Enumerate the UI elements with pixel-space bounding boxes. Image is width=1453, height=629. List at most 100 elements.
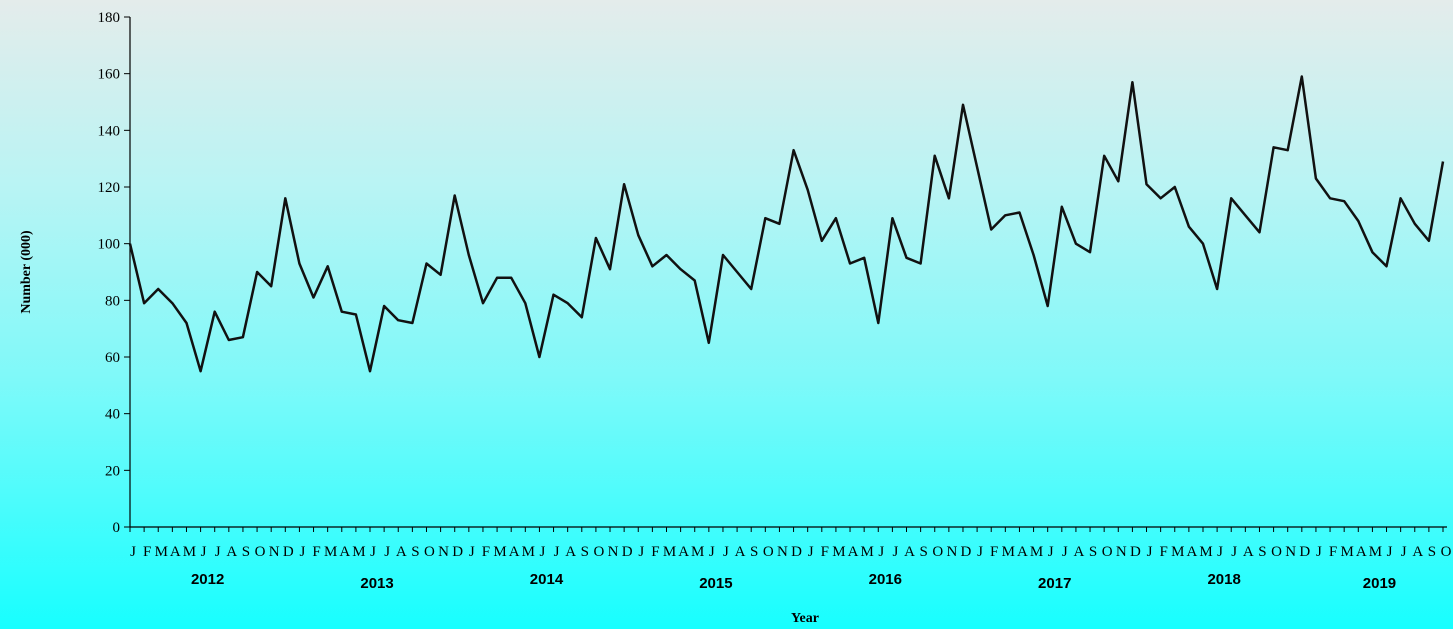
x-tick-label: N <box>608 544 619 560</box>
x-tick-label: N <box>1116 544 1127 560</box>
x-tick-label: O <box>932 544 943 560</box>
x-tick-label: J <box>215 544 221 560</box>
x-tick-label: S <box>411 544 419 560</box>
x-tick-label: J <box>299 544 305 560</box>
x-tick-label: J <box>130 544 136 560</box>
x-tick-label: M <box>832 544 845 560</box>
x-tick-label: S <box>919 544 927 560</box>
x-tick-label: F <box>821 544 829 560</box>
x-tick-label: F <box>1159 544 1167 560</box>
x-tick-label: J <box>201 544 207 560</box>
x-tick-label: M <box>493 544 506 560</box>
y-tick-label: 160 <box>98 67 121 83</box>
x-tick-label: D <box>452 544 463 560</box>
x-tick-label: D <box>791 544 802 560</box>
x-tick-label: A <box>1186 544 1197 560</box>
year-label: 2018 <box>1207 571 1240 588</box>
y-tick-label: 140 <box>98 123 121 139</box>
x-tick-label: F <box>651 544 659 560</box>
x-tick-label: D <box>283 544 294 560</box>
x-tick-label: J <box>554 544 560 560</box>
x-tick-label: J <box>469 544 475 560</box>
year-label: 2015 <box>699 575 732 592</box>
x-tick-label: J <box>1231 544 1237 560</box>
y-tick-label: 20 <box>105 463 120 479</box>
x-tick-label: D <box>622 544 633 560</box>
x-tick-label: O <box>424 544 435 560</box>
x-tick-label: J <box>384 544 390 560</box>
x-tick-label: M <box>324 544 337 560</box>
x-tick-label: J <box>370 544 376 560</box>
x-tick-label: M <box>183 544 196 560</box>
x-tick-label: D <box>1299 544 1310 560</box>
x-tick-label: F <box>312 544 320 560</box>
x-tick-label: J <box>1217 544 1223 560</box>
x-tick-label: A <box>904 544 915 560</box>
x-tick-label: J <box>540 544 546 560</box>
x-tick-label: A <box>509 544 520 560</box>
x-tick-label: J <box>1316 544 1322 560</box>
x-tick-label: S <box>1428 544 1436 560</box>
y-tick-label: 0 <box>113 520 121 536</box>
x-tick-label: M <box>1341 544 1354 560</box>
x-tick-label: J <box>1387 544 1393 560</box>
x-axis-label: Year <box>791 611 819 626</box>
x-tick-label: A <box>1412 544 1423 560</box>
year-label: 2016 <box>869 571 902 588</box>
x-tick-label: S <box>750 544 758 560</box>
x-tick-label: O <box>593 544 604 560</box>
series-line <box>128 75 1445 373</box>
x-tick-label: M <box>1171 544 1184 560</box>
x-tick-label: N <box>438 544 449 560</box>
x-tick-label: M <box>155 544 168 560</box>
x-tick-label: J <box>977 544 983 560</box>
year-label: 2014 <box>530 571 564 588</box>
x-tick-label: J <box>878 544 884 560</box>
x-tick-label: O <box>255 544 266 560</box>
x-tick-label: A <box>848 544 859 560</box>
x-tick-label: A <box>1017 544 1028 560</box>
x-tick-label: J <box>709 544 715 560</box>
x-tick-label: M <box>691 544 704 560</box>
year-label: 2013 <box>360 575 393 592</box>
x-tick-label: J <box>723 544 729 560</box>
x-tick-label: M <box>860 544 873 560</box>
x-tick-label: M <box>1030 544 1043 560</box>
x-tick-label: A <box>735 544 746 560</box>
x-tick-label: F <box>990 544 998 560</box>
y-tick-label: 180 <box>98 10 121 26</box>
x-tick-label: J <box>1048 544 1054 560</box>
x-tick-label: N <box>946 544 957 560</box>
x-tick-label: J <box>1062 544 1068 560</box>
x-tick-label: A <box>396 544 407 560</box>
x-tick-label: S <box>1258 544 1266 560</box>
x-tick-label: N <box>777 544 788 560</box>
y-tick-label: 40 <box>105 407 120 423</box>
x-tick-label: A <box>1243 544 1254 560</box>
x-tick-label: F <box>143 544 151 560</box>
x-tick-label: S <box>242 544 250 560</box>
x-tick-label: M <box>1369 544 1382 560</box>
x-tick-label: F <box>482 544 490 560</box>
x-tick-label: O <box>1102 544 1113 560</box>
x-tick-label: J <box>638 544 644 560</box>
y-tick-label: 100 <box>98 237 121 253</box>
y-tick-label: 80 <box>105 293 120 309</box>
y-tick-label: 120 <box>98 180 121 196</box>
x-tick-label: A <box>226 544 237 560</box>
year-label: 2017 <box>1038 575 1071 592</box>
year-label: 2019 <box>1363 575 1396 592</box>
x-tick-label: D <box>1130 544 1141 560</box>
y-axis-label: Number (000) <box>19 230 34 314</box>
x-tick-label: M <box>352 544 365 560</box>
x-tick-label: F <box>1329 544 1337 560</box>
x-tick-label: J <box>808 544 814 560</box>
x-tick-label: M <box>1199 544 1212 560</box>
x-tick-label: N <box>269 544 280 560</box>
x-tick-label: M <box>522 544 535 560</box>
x-tick-label: A <box>1074 544 1085 560</box>
x-tick-label: J <box>892 544 898 560</box>
x-tick-label: O <box>1271 544 1282 560</box>
x-tick-label: A <box>170 544 181 560</box>
